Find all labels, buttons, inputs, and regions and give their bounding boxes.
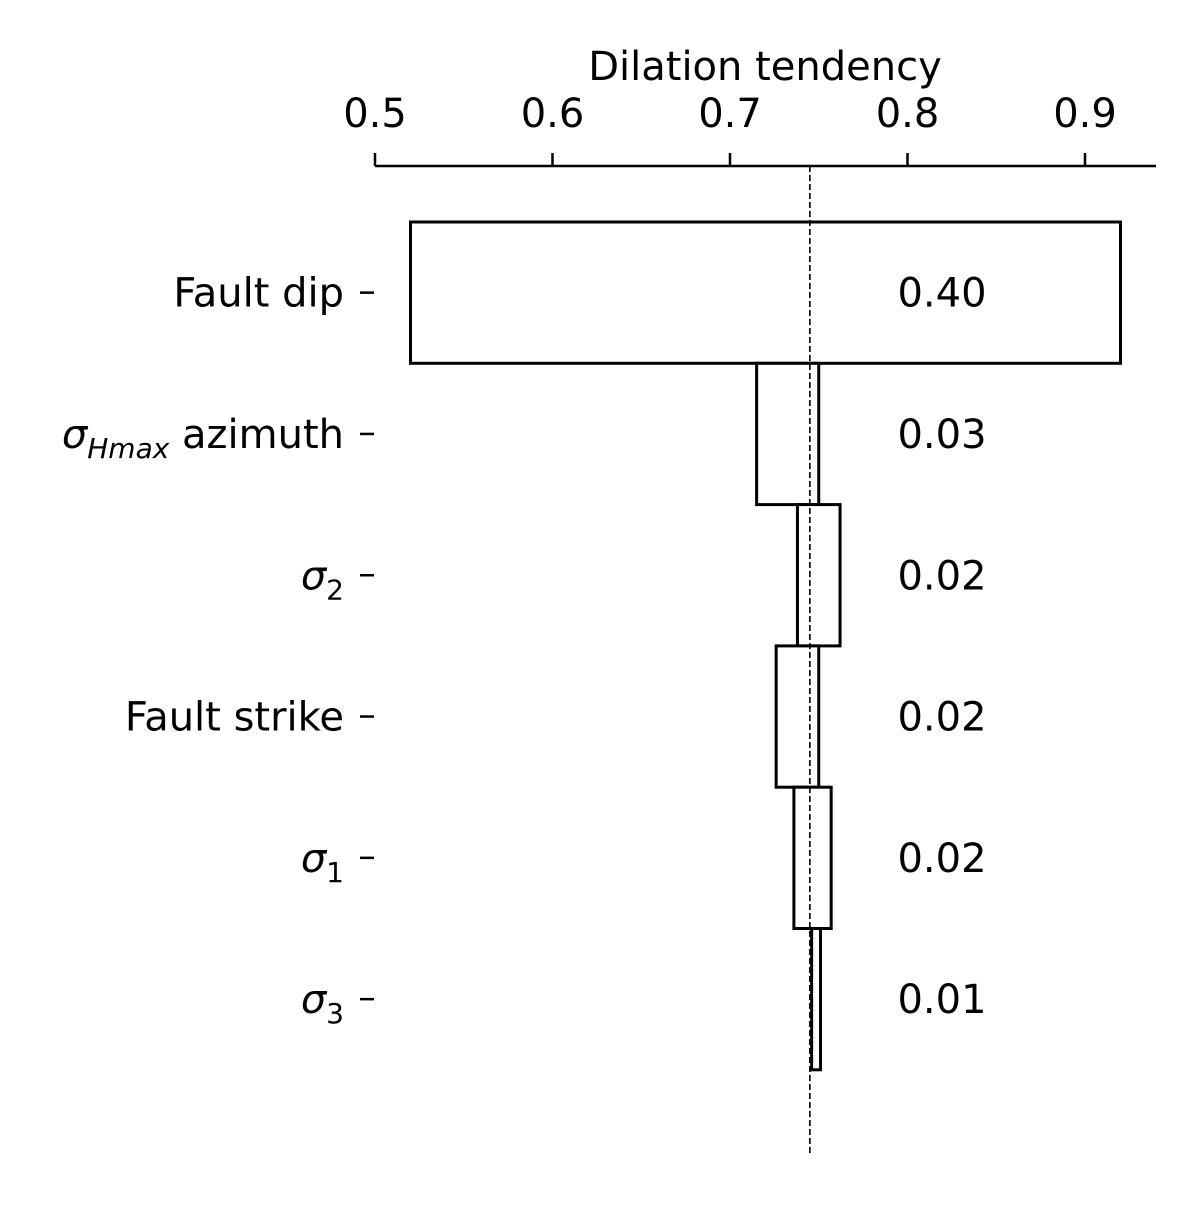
bar [792, 785, 833, 931]
category-label: σ1 [301, 836, 344, 889]
category-label: Fault strike [125, 695, 344, 741]
x-axis-label: Dilation tendency [588, 44, 942, 90]
bar [810, 927, 823, 1072]
bar [409, 220, 1122, 365]
bar [755, 361, 821, 507]
category-label: σHmax azimuth [62, 412, 344, 465]
value-label: 0.02 [897, 553, 986, 599]
value-label: 0.03 [897, 412, 986, 458]
x-tick-label: 0.8 [876, 91, 940, 137]
value-label: 0.02 [897, 836, 986, 882]
value-labels: 0.40 0.03 0.02 0.02 0.02 0.01 [897, 271, 986, 1024]
x-axis: 0.5 0.6 0.7 0.8 0.9 [343, 91, 1156, 168]
value-label: 0.40 [897, 271, 986, 317]
category-labels: Fault dip σHmax azimuth σ2 Fault strike σ1 σ3 [62, 271, 374, 1030]
bar [795, 503, 842, 648]
x-tick-label: 0.6 [521, 91, 585, 137]
x-tick-label: 0.5 [343, 91, 407, 137]
x-tick-label: 0.7 [698, 91, 762, 137]
value-label: 0.01 [897, 977, 986, 1023]
x-tick-label: 0.9 [1053, 91, 1117, 137]
category-label: Fault dip [173, 271, 344, 317]
value-label: 0.02 [897, 695, 986, 741]
category-label: σ2 [301, 553, 344, 606]
category-label: σ3 [301, 977, 344, 1030]
bar [774, 644, 821, 789]
bars [409, 220, 1122, 1072]
